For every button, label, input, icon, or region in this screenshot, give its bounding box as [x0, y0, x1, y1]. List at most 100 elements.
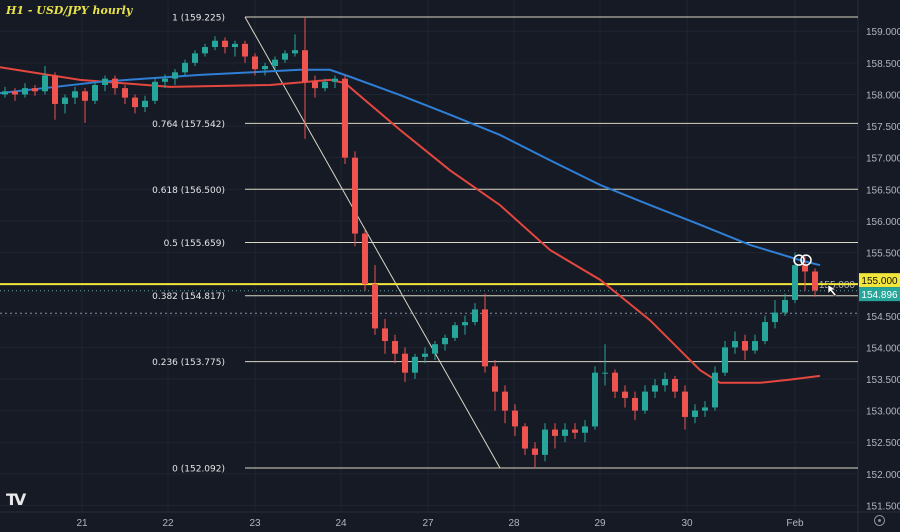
moving-average-line	[0, 66, 821, 384]
candle	[132, 94, 138, 114]
candle-body	[482, 309, 488, 367]
candle	[682, 385, 688, 430]
candle	[752, 334, 758, 354]
candle	[632, 391, 638, 421]
candle-body	[342, 78, 348, 158]
candle	[152, 78, 158, 104]
candle-body	[102, 78, 108, 85]
candle	[62, 94, 68, 114]
candle	[232, 40, 238, 57]
candle-body	[212, 40, 218, 48]
candle	[52, 72, 58, 120]
x-tick-label: 30	[681, 518, 693, 529]
candle-body	[52, 75, 58, 104]
candle	[92, 81, 98, 104]
candle	[372, 265, 378, 335]
candle-body	[402, 353, 408, 373]
candle	[532, 442, 538, 469]
candle	[342, 75, 348, 165]
x-tick-label: Feb	[786, 518, 804, 529]
candle	[42, 66, 48, 95]
cursor-arrow-icon	[827, 284, 837, 297]
candle-body	[332, 78, 338, 82]
candle-body	[572, 429, 578, 433]
candle-body	[712, 372, 718, 408]
candle	[662, 372, 668, 392]
candle	[802, 255, 808, 291]
candle	[562, 423, 568, 443]
settings-gear-icon[interactable]	[874, 515, 885, 526]
candle	[772, 299, 778, 329]
candle-body	[122, 88, 128, 98]
candle-body	[702, 407, 708, 411]
candle-body	[562, 429, 568, 436]
candle	[172, 69, 178, 85]
candle	[2, 86, 8, 98]
candle	[592, 366, 598, 430]
candle	[792, 252, 798, 304]
candle	[782, 293, 788, 316]
candle-body	[42, 75, 48, 92]
candle-body	[142, 100, 148, 108]
candle-body	[12, 91, 18, 95]
candle-body	[192, 53, 198, 63]
candle	[192, 50, 198, 67]
candle-body	[312, 81, 318, 89]
candle-body	[462, 322, 468, 326]
candle	[82, 88, 88, 123]
y-tick-label: 153.500	[866, 375, 900, 386]
y-tick-label: 157.000	[866, 154, 900, 165]
candle-body	[642, 391, 648, 411]
candle	[252, 53, 258, 76]
candle	[422, 347, 428, 364]
candle	[142, 95, 148, 113]
candle-body	[452, 325, 458, 338]
candle-body	[252, 56, 258, 70]
candle-body	[512, 410, 518, 427]
candle	[312, 75, 318, 98]
candle	[502, 385, 508, 424]
candle-body	[422, 353, 428, 357]
candle	[302, 17, 308, 139]
candle	[72, 86, 78, 104]
y-tick-label: 156.500	[866, 185, 900, 196]
candle-body	[362, 233, 368, 285]
candle-body	[282, 53, 288, 60]
candle-body	[72, 91, 78, 98]
candle-body	[132, 97, 138, 108]
fib-level-label: 1 (159.225)	[172, 14, 225, 24]
candle-body	[232, 43, 238, 48]
candle-body	[302, 50, 308, 82]
candle-body	[172, 72, 178, 79]
candle	[762, 315, 768, 345]
candle-body	[582, 426, 588, 433]
candle-body	[592, 372, 598, 427]
x-tick-label: 21	[76, 518, 88, 529]
candle	[32, 84, 38, 96]
candle	[262, 62, 268, 76]
x-tick-label: 24	[335, 518, 347, 529]
candle-body	[752, 341, 758, 351]
candle	[522, 423, 528, 455]
tradingview-logo[interactable]: TV	[6, 490, 26, 509]
y-tick-label: 159.000	[866, 27, 900, 38]
candle-body	[412, 356, 418, 373]
candle	[382, 318, 388, 354]
candle-body	[372, 284, 378, 329]
candle	[512, 404, 518, 436]
x-tick-label: 27	[422, 518, 434, 529]
candle-body	[502, 391, 508, 411]
candle-body	[62, 97, 68, 104]
y-tick-label: 157.500	[866, 122, 900, 133]
candle	[602, 344, 608, 386]
candle-body	[672, 378, 678, 392]
x-tick-label: 23	[249, 518, 261, 529]
candle-body	[442, 337, 448, 345]
candle-body	[82, 91, 88, 101]
candle-body	[602, 372, 608, 374]
candle	[492, 360, 498, 411]
candle	[402, 347, 408, 383]
x-tick-label: 29	[594, 518, 606, 529]
